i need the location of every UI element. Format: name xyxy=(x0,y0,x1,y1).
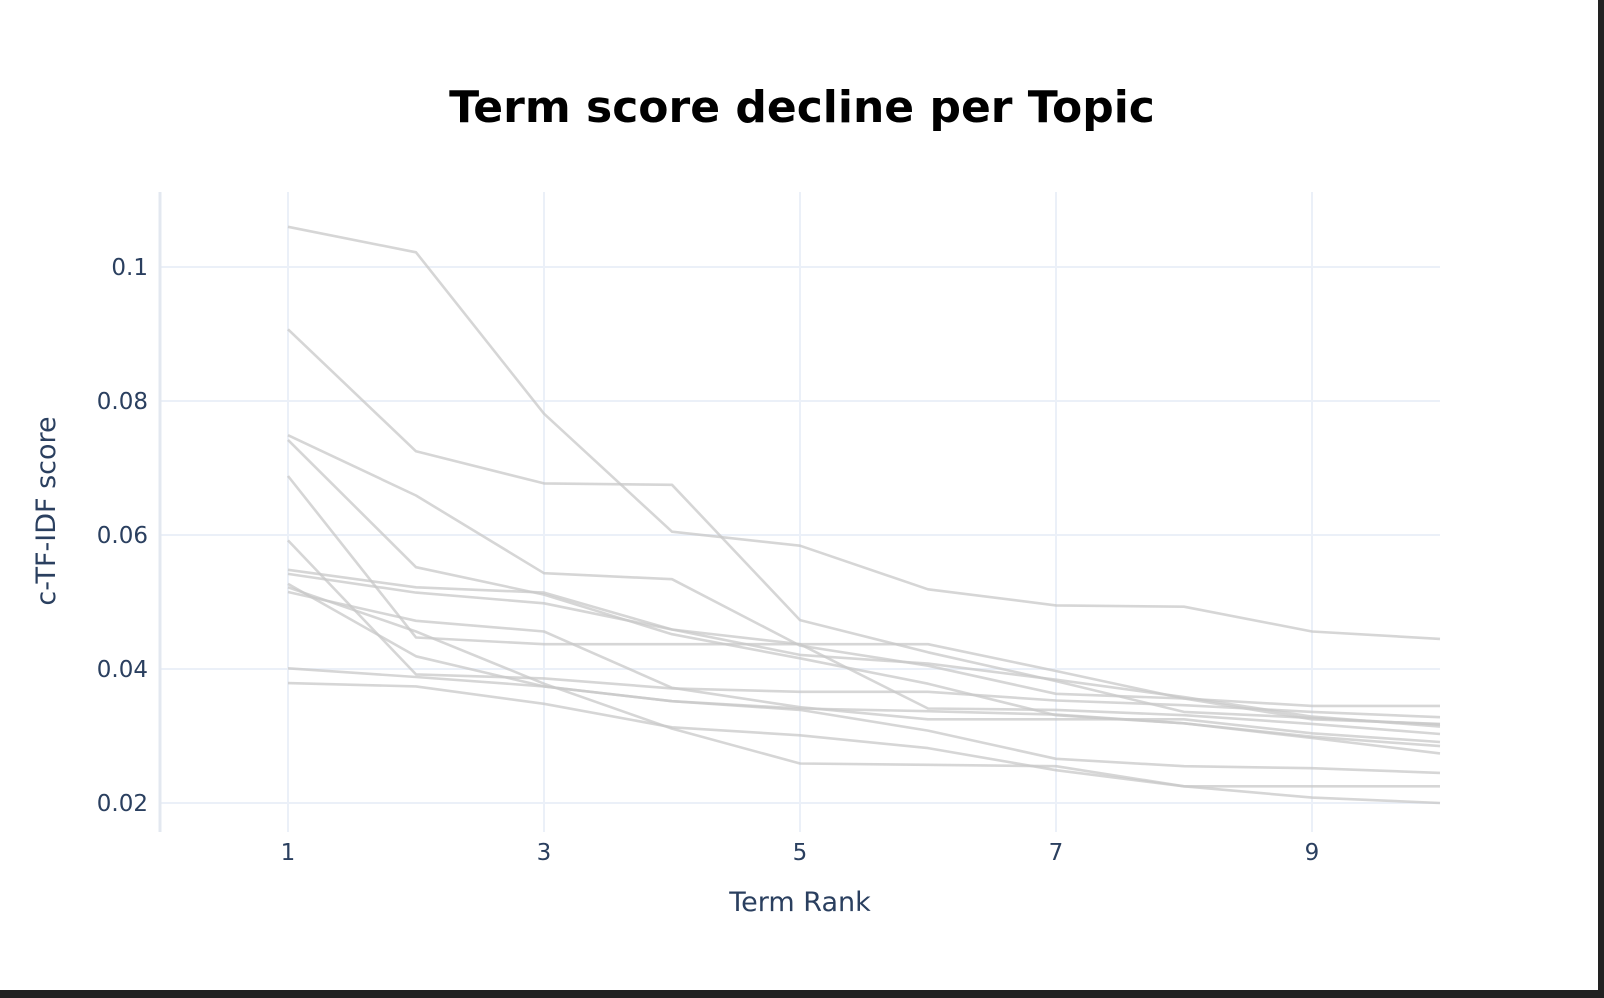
x-tick-label: 3 xyxy=(537,840,552,866)
topic-line-12 xyxy=(287,681,1441,805)
topic-line-9 xyxy=(287,582,1441,775)
grid xyxy=(160,192,1440,832)
x-tick-label: 9 xyxy=(1305,840,1320,866)
topic-line-6 xyxy=(287,539,1441,719)
topic-line-2 xyxy=(287,328,1441,726)
y-tick-label: 0.1 xyxy=(111,255,148,281)
chart-title: Term score decline per Topic xyxy=(449,82,1155,133)
y-tick-label: 0.06 xyxy=(97,523,148,549)
x-tick-label: 1 xyxy=(281,840,296,866)
series-lines xyxy=(286,225,1441,805)
topic-line-1 xyxy=(287,225,1441,641)
x-tick-label: 7 xyxy=(1049,840,1064,866)
topic-line-10 xyxy=(287,590,1441,744)
y-axis-title: c-TF-IDF score xyxy=(31,416,62,605)
window-right-edge xyxy=(1598,0,1604,998)
x-tick-label: 5 xyxy=(793,840,808,866)
tick-labels: 1 3 5 7 9 0.02 0.04 0.06 0.08 0.1 xyxy=(97,255,1320,866)
y-tick-label: 0.02 xyxy=(97,791,148,817)
topic-line-11 xyxy=(287,667,1441,748)
topic-line-5 xyxy=(286,475,1441,726)
topic-line-3 xyxy=(287,434,1440,708)
window-bottom-edge xyxy=(0,990,1604,998)
x-axis-title: Term Rank xyxy=(728,887,871,918)
topic-line-7 xyxy=(287,568,1441,736)
topic-line-13 xyxy=(287,586,1440,788)
y-tick-label: 0.04 xyxy=(97,657,148,683)
topic-line-8 xyxy=(287,572,1441,728)
y-tick-label: 0.08 xyxy=(97,389,148,415)
